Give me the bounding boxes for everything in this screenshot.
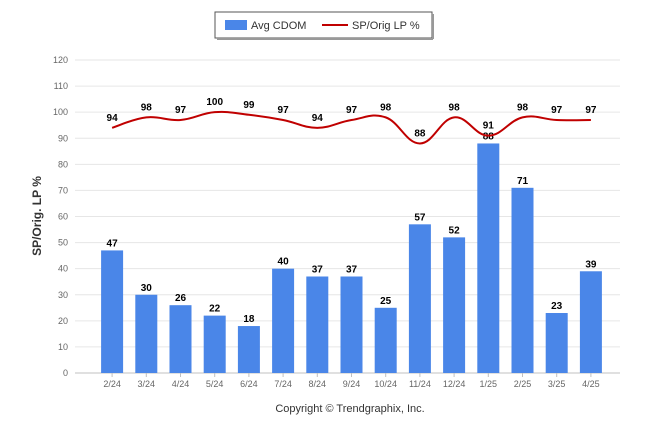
- bar: [374, 307, 397, 373]
- x-axis-ticks: 2/24 3/24 4/24 5/24 6/24 7/24 8/24 9/24 10/24 11/…: [103, 373, 600, 389]
- bar: [306, 276, 329, 373]
- line-value-label: 91: [483, 121, 495, 132]
- y-axis-title: SP/Orig. LP %: [30, 176, 44, 256]
- bar-value-label: 57: [414, 212, 426, 223]
- legend-label-bar: Avg CDOM: [251, 20, 306, 32]
- bar: [135, 294, 158, 373]
- bar: [203, 315, 226, 373]
- y-tick-label: 100: [53, 107, 68, 117]
- bar: [101, 250, 124, 373]
- bar-value-label: 39: [585, 259, 597, 270]
- bar-value-label: 52: [449, 225, 461, 236]
- line-data-labels: 94 98 97 100 99 97 94 97 98 88 98 91 98 97 97: [107, 97, 597, 139]
- line-value-label: 100: [206, 97, 223, 108]
- bar-value-label: 30: [141, 283, 153, 294]
- bar-value-label: 26: [175, 293, 187, 304]
- bar: [169, 305, 192, 373]
- y-axis-ticks: 0 10 20 30 40 50 60 70 80 90 100 110 120: [53, 55, 68, 378]
- y-tick-label: 90: [58, 133, 68, 143]
- x-tick-label: 7/24: [274, 379, 292, 389]
- line-series: [111, 110, 591, 145]
- bar: [511, 187, 534, 373]
- x-tick-label: 10/24: [374, 379, 397, 389]
- y-tick-label: 110: [54, 81, 68, 91]
- y-tick-label: 70: [58, 185, 68, 195]
- legend: Avg CDOM SP/Orig LP %: [214, 11, 434, 40]
- bar-value-label: 37: [312, 264, 324, 275]
- x-tick-label: 9/24: [343, 379, 361, 389]
- bar: [237, 326, 260, 373]
- y-tick-label: 80: [58, 159, 68, 169]
- legend-swatch-bar: [225, 20, 247, 30]
- line-value-label: 99: [243, 100, 255, 111]
- bar-value-label: 47: [107, 238, 119, 249]
- line-value-label: 98: [141, 102, 153, 113]
- x-tick-label: 2/24: [103, 379, 121, 389]
- x-tick-label: 2/25: [514, 379, 532, 389]
- bar-series: [101, 143, 602, 373]
- x-tick-label: 12/24: [443, 379, 466, 389]
- line-value-label: 98: [449, 102, 461, 113]
- bar-data-labels: 47 30 26 22 18 40 37 37 25 57 52 88 71 23 39: [107, 131, 597, 325]
- bar-value-label: 23: [551, 301, 563, 312]
- y-tick-label: 50: [58, 238, 68, 248]
- bar-value-label: 40: [278, 257, 290, 268]
- copyright-text: Copyright © Trendgraphix, Inc.: [275, 403, 424, 415]
- x-tick-label: 4/24: [172, 379, 190, 389]
- bar: [272, 268, 295, 373]
- line-value-label: 98: [517, 102, 529, 113]
- line-value-label: 94: [107, 113, 119, 124]
- line-value-label: 97: [551, 105, 563, 116]
- bar: [477, 143, 500, 373]
- x-tick-label: 4/25: [582, 379, 600, 389]
- line-value-label: 88: [414, 128, 426, 139]
- line-value-label: 94: [312, 113, 324, 124]
- x-tick-label: 6/24: [240, 379, 258, 389]
- bar: [579, 271, 602, 373]
- bar-value-label: 71: [517, 176, 529, 187]
- bar: [340, 276, 363, 373]
- x-tick-label: 3/24: [138, 379, 156, 389]
- bar-value-label: 88: [483, 131, 495, 142]
- bar-value-label: 37: [346, 264, 358, 275]
- x-tick-label: 3/25: [548, 379, 566, 389]
- y-tick-label: 20: [58, 316, 68, 326]
- line-value-label: 97: [585, 105, 597, 116]
- line-value-label: 97: [175, 105, 187, 116]
- y-tick-label: 30: [58, 290, 68, 300]
- legend-label-line: SP/Orig LP %: [352, 20, 420, 32]
- y-tick-label: 0: [63, 368, 68, 378]
- bar-value-label: 22: [209, 304, 221, 315]
- line-value-label: 98: [380, 102, 392, 113]
- x-tick-label: 1/25: [480, 379, 498, 389]
- x-tick-label: 11/24: [409, 379, 431, 389]
- y-tick-label: 10: [58, 342, 68, 352]
- y-tick-label: 120: [53, 55, 68, 65]
- bar: [545, 313, 568, 373]
- x-tick-label: 8/24: [309, 379, 327, 389]
- y-tick-label: 40: [58, 264, 68, 274]
- x-tick-label: 5/24: [206, 379, 224, 389]
- bar-value-label: 25: [380, 296, 392, 307]
- bar: [443, 237, 466, 373]
- line-value-label: 97: [346, 105, 358, 116]
- bar-value-label: 18: [243, 314, 255, 325]
- y-tick-label: 60: [58, 212, 68, 222]
- line-value-label: 97: [278, 105, 290, 116]
- bar: [408, 224, 431, 373]
